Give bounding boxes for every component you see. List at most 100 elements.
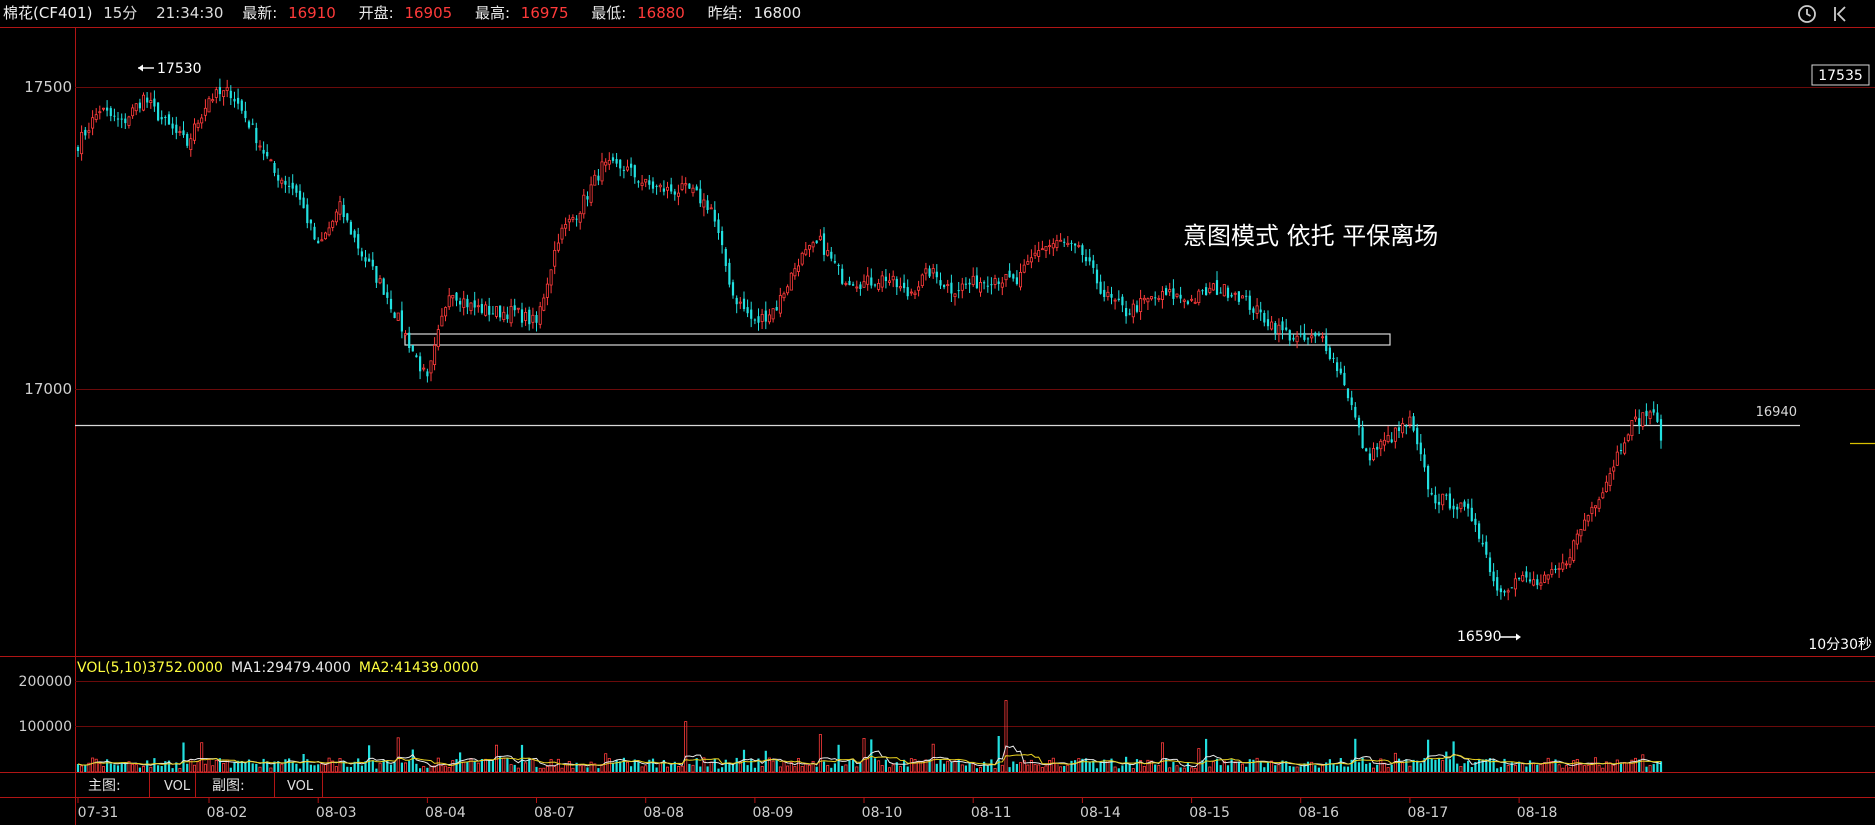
candle[interactable]: [327, 227, 331, 236]
candle[interactable]: [494, 306, 498, 317]
candle[interactable]: [1656, 412, 1659, 422]
candle[interactable]: [349, 221, 352, 235]
candle[interactable]: [109, 108, 112, 116]
candle[interactable]: [451, 294, 455, 299]
candle[interactable]: [1074, 243, 1077, 246]
candle[interactable]: [127, 116, 131, 126]
candle[interactable]: [822, 233, 826, 255]
candle[interactable]: [1376, 446, 1379, 450]
candle[interactable]: [931, 268, 935, 274]
candle[interactable]: [80, 131, 84, 155]
candle[interactable]: [1634, 416, 1638, 420]
candle[interactable]: [1161, 291, 1165, 300]
candle[interactable]: [658, 184, 662, 188]
candle[interactable]: [1059, 239, 1063, 242]
candle[interactable]: [1336, 362, 1339, 371]
candle[interactable]: [706, 200, 709, 210]
candle[interactable]: [862, 281, 866, 288]
candle[interactable]: [990, 284, 993, 286]
candle[interactable]: [1211, 283, 1215, 291]
candle[interactable]: [1528, 579, 1532, 582]
candle[interactable]: [1641, 412, 1645, 427]
candlestick-series[interactable]: [76, 78, 1663, 601]
candle[interactable]: [556, 242, 560, 251]
candle[interactable]: [462, 298, 466, 308]
candle[interactable]: [1328, 347, 1331, 359]
candle[interactable]: [786, 286, 790, 294]
candle[interactable]: [666, 186, 670, 191]
candle[interactable]: [1568, 557, 1572, 565]
candle[interactable]: [1612, 466, 1616, 472]
candle[interactable]: [1485, 541, 1488, 555]
candle[interactable]: [488, 306, 491, 315]
candle[interactable]: [877, 282, 881, 290]
candle[interactable]: [964, 283, 967, 285]
candle[interactable]: [1467, 503, 1470, 509]
candle[interactable]: [1513, 578, 1517, 590]
candle[interactable]: [196, 122, 200, 128]
candle[interactable]: [499, 305, 502, 318]
candle[interactable]: [582, 194, 586, 215]
candle[interactable]: [898, 286, 902, 289]
candle[interactable]: [1270, 321, 1274, 330]
candle[interactable]: [1208, 287, 1212, 293]
candle[interactable]: [1182, 299, 1186, 302]
candle[interactable]: [1648, 411, 1652, 419]
candle[interactable]: [120, 118, 123, 120]
candle[interactable]: [531, 314, 535, 323]
candle[interactable]: [1179, 294, 1182, 299]
candle[interactable]: [1139, 298, 1143, 313]
candle[interactable]: [1146, 298, 1150, 303]
candle[interactable]: [288, 185, 291, 187]
candle[interactable]: [1048, 245, 1052, 248]
candle[interactable]: [1026, 261, 1030, 265]
candle[interactable]: [979, 281, 983, 293]
candle[interactable]: [811, 242, 815, 248]
candle[interactable]: [818, 235, 822, 241]
candle[interactable]: [1488, 557, 1492, 573]
candle[interactable]: [913, 292, 917, 296]
candle[interactable]: [295, 185, 298, 193]
main-chart-indicator[interactable]: VOL: [164, 779, 191, 794]
candle[interactable]: [1245, 295, 1248, 297]
candle[interactable]: [1154, 297, 1157, 299]
candle[interactable]: [1536, 579, 1539, 586]
candle[interactable]: [841, 268, 844, 284]
candle[interactable]: [735, 297, 738, 305]
candle[interactable]: [1033, 252, 1037, 256]
candle[interactable]: [738, 301, 742, 304]
candle[interactable]: [1095, 269, 1099, 284]
candle[interactable]: [1459, 502, 1463, 509]
candle[interactable]: [426, 371, 429, 377]
candle[interactable]: [538, 306, 542, 325]
candle[interactable]: [484, 304, 488, 316]
candle[interactable]: [1135, 305, 1139, 312]
candle[interactable]: [1172, 288, 1175, 299]
candle[interactable]: [953, 293, 957, 297]
candle[interactable]: [473, 300, 476, 308]
candle[interactable]: [997, 281, 1000, 285]
candle[interactable]: [1601, 492, 1605, 499]
candle[interactable]: [782, 293, 786, 299]
candle[interactable]: [153, 98, 156, 107]
candle[interactable]: [84, 129, 87, 136]
candle[interactable]: [433, 344, 437, 365]
candle[interactable]: [721, 231, 724, 246]
candle[interactable]: [884, 276, 887, 281]
candle[interactable]: [1051, 243, 1055, 249]
candle[interactable]: [778, 295, 782, 314]
candle[interactable]: [1088, 257, 1091, 262]
candle[interactable]: [222, 90, 226, 97]
period-label[interactable]: 15分: [103, 4, 138, 22]
candle[interactable]: [742, 298, 746, 309]
candle[interactable]: [338, 201, 342, 215]
candle[interactable]: [1070, 242, 1073, 244]
candle[interactable]: [1503, 590, 1506, 593]
candle[interactable]: [1575, 533, 1579, 545]
candle[interactable]: [764, 310, 767, 322]
candle[interactable]: [91, 117, 95, 129]
candle[interactable]: [411, 345, 414, 352]
candle[interactable]: [1317, 334, 1320, 336]
candle[interactable]: [284, 180, 287, 185]
candle[interactable]: [291, 182, 294, 189]
